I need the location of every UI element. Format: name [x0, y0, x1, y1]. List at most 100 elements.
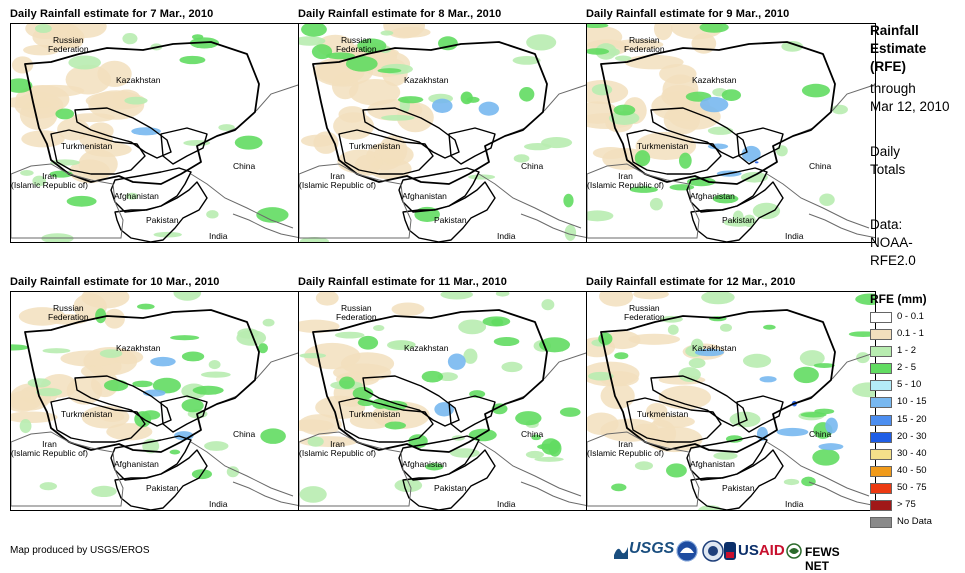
rain-patch-lightgreen	[124, 96, 148, 105]
country-border-outline	[312, 41, 548, 185]
rain-patch-green	[257, 343, 268, 354]
country-label-pakistan: Pakistan	[722, 483, 755, 493]
rain-patch-green	[763, 324, 776, 330]
usaid-prefix: US	[738, 542, 759, 559]
country-border-uzbek	[650, 107, 748, 159]
country-label-russia: Russian Federation	[336, 303, 377, 322]
country-label-pakistan: Pakistan	[146, 215, 179, 225]
rain-patch-lightgreen	[501, 361, 523, 373]
rain-patch-lightgreen	[307, 436, 324, 447]
sidebar-through: through	[870, 81, 916, 96]
rain-patch-green	[397, 96, 424, 104]
rain-patch-lightgreen	[649, 197, 663, 211]
rainfall-map-graphic	[11, 24, 299, 242]
country-label-india: India	[497, 231, 516, 241]
boundary-line	[808, 213, 875, 239]
rain-patch-lightgreen	[776, 145, 788, 157]
rain-patch-lightgreen	[783, 478, 800, 486]
country-border-turkmenistan	[338, 397, 434, 443]
country-border-iran	[299, 431, 412, 507]
rain-patch-lightgreen	[35, 387, 63, 397]
country-border-iran	[11, 431, 124, 507]
rain-patch-tan	[88, 90, 145, 120]
rain-patch-green	[531, 434, 542, 441]
rain-patch-lightgreen	[688, 358, 706, 369]
fews-net-wordmark: FEWS NET	[805, 545, 840, 573]
country-border-kyrgyz_taj	[160, 127, 208, 165]
rain-patch-blue	[759, 376, 777, 383]
rain-patch-green	[132, 380, 153, 388]
rain-patch-lightgreen	[204, 441, 229, 451]
legend-label: 15 - 20	[897, 413, 927, 425]
rain-patch-lightgreen	[541, 137, 573, 149]
rainfall-map-graphic	[11, 292, 299, 510]
sidebar-title-line-3: (RFE)	[870, 59, 906, 74]
country-border-turkmenistan	[50, 397, 146, 443]
rain-patch-tan	[391, 302, 425, 316]
fews-net-logo: FEWS NET	[786, 538, 862, 573]
rain-patch-lightgreen	[607, 48, 620, 56]
rain-patch-tan	[604, 330, 641, 350]
country-label-kazakhstan: Kazakhstan	[692, 75, 737, 85]
panel-title: Daily Rainfall estimate for 9 Mar., 2010	[586, 8, 790, 20]
rain-patch-lightgreen	[226, 466, 240, 478]
rain-patch-green	[181, 398, 204, 413]
legend-swatch	[870, 500, 892, 512]
rain-patch-tan	[653, 24, 673, 41]
country-border-turkmenistan	[338, 129, 434, 175]
rain-patch-green	[814, 408, 835, 415]
rain-patch-lightgreen	[372, 325, 385, 332]
legend-label: 20 - 30	[897, 430, 927, 442]
country-border-kyrgyz_taj	[736, 127, 784, 165]
rainfall-map: Russian Federation Kazakhstan Turkmenistan…	[298, 23, 588, 243]
legend-label: 1 - 2	[897, 345, 917, 357]
sidebar-date: Mar 12, 2010	[870, 99, 950, 114]
rain-patch-tan	[15, 84, 70, 114]
rain-patch-lightgreen	[831, 104, 848, 115]
legend-label: 10 - 15	[897, 396, 927, 408]
boundary-line	[190, 441, 294, 497]
rain-patch-green	[629, 186, 658, 193]
rain-patch-tan	[658, 385, 712, 410]
rain-patch-lightgreen	[39, 482, 58, 491]
rain-patch-lightgreen	[698, 505, 723, 510]
rain-patch-tan	[84, 142, 132, 157]
rain-patch-lightgreen	[458, 319, 487, 335]
rain-patch-green	[301, 24, 327, 37]
legend-swatch	[870, 465, 892, 477]
rain-patch-tan	[633, 292, 669, 300]
rainfall-map-graphic	[587, 292, 875, 510]
country-label-iran: Iran (Islamic Republic of)	[587, 171, 664, 190]
rain-patch-tan	[64, 28, 85, 49]
rain-patch-green	[539, 337, 571, 353]
rain-patch-green	[678, 152, 692, 169]
legend-swatch	[870, 363, 892, 375]
rain-patch-green	[519, 86, 535, 102]
rainfall-map: Russian Federation Kazakhstan Turkmenistan…	[10, 291, 300, 511]
rain-patch-lightgreen	[440, 292, 473, 300]
country-border-uzbek	[74, 375, 172, 427]
rain-patch-lightgreen	[42, 348, 71, 354]
rain-patch-lightgreen	[449, 448, 480, 458]
rain-patch-green	[152, 377, 181, 394]
rain-patch-lightgreen	[541, 299, 555, 311]
sidebar-data-source-1: NOAA-	[870, 235, 913, 250]
legend-sidebar: Rainfall Estimate (RFE) through Mar 12, …	[870, 0, 965, 570]
rain-patch-lightgreen	[742, 353, 772, 368]
rain-patch-tan	[599, 292, 634, 307]
country-border-pakistan	[402, 449, 496, 510]
doc-seal-icon	[702, 538, 724, 564]
rain-patch-lightgreen	[262, 318, 275, 327]
country-label-kazakhstan: Kazakhstan	[116, 343, 161, 353]
rainfall-map: Russian Federation Kazakhstan Turkmenistan…	[10, 23, 300, 243]
rain-patch-tan	[349, 78, 401, 106]
rain-patch-tan	[653, 415, 695, 428]
country-label-india: India	[497, 499, 516, 509]
sidebar-title-line-1: Rainfall	[870, 23, 919, 38]
country-border-uzbek	[650, 375, 748, 427]
country-label-iran: Iran (Islamic Republic of)	[299, 439, 376, 458]
rain-patch-lightgreen	[608, 111, 640, 125]
country-border-turkmenistan	[626, 397, 722, 443]
country-label-afghanistan: Afghanistan	[402, 191, 447, 201]
rain-patch-green	[614, 352, 629, 360]
